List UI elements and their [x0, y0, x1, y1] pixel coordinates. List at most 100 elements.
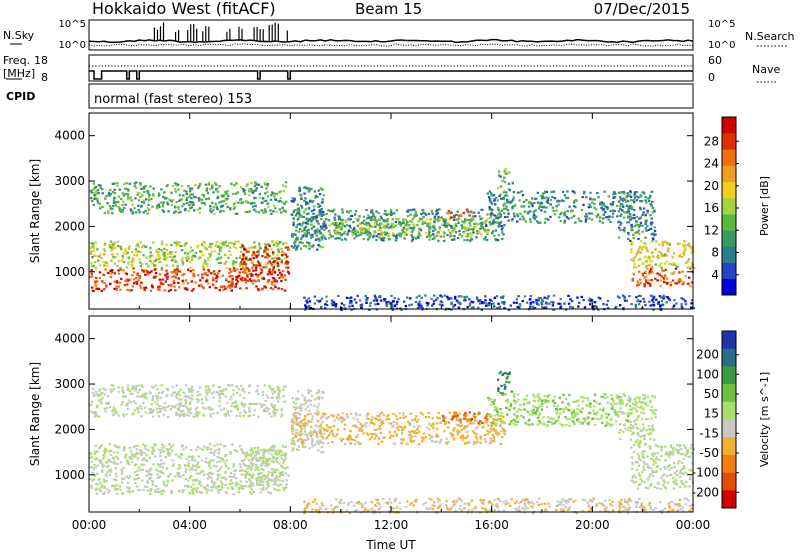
- scatter-cell: [215, 206, 218, 209]
- scatter-cell: [338, 232, 341, 235]
- scatter-cell: [488, 206, 491, 209]
- scatter-cell: [402, 226, 406, 229]
- scatter-cell: [661, 244, 664, 247]
- scatter-cell: [336, 231, 339, 234]
- scatter-cell: [338, 237, 341, 240]
- scatter-cell: [276, 257, 279, 260]
- scatter-cell: [682, 281, 686, 284]
- scatter-cell: [112, 462, 115, 465]
- scatter-cell: [474, 436, 478, 439]
- scatter-cell: [148, 411, 151, 414]
- scatter-cell: [254, 196, 257, 199]
- scatter-cell: [638, 245, 642, 249]
- scatter-cell: [633, 265, 636, 268]
- scatter-cell: [454, 231, 458, 234]
- scatter-cell: [229, 451, 232, 454]
- scatter-cell: [230, 410, 233, 413]
- scatter-cell: [239, 414, 242, 418]
- scatter-cell: [324, 237, 327, 240]
- scatter-cell: [98, 389, 101, 392]
- scatter-cell: [321, 226, 324, 229]
- scatter-cell: [94, 474, 97, 477]
- scatter-cell: [94, 195, 97, 198]
- scatter-cell: [268, 254, 271, 258]
- scatter-cell: [230, 241, 233, 244]
- scatter-cell: [102, 253, 106, 256]
- scatter-cell: [250, 475, 253, 478]
- scatter-cell: [652, 301, 655, 304]
- scatter-cell: [484, 440, 487, 443]
- scatter-cell: [115, 411, 119, 414]
- scatter-cell: [264, 263, 268, 266]
- scatter-cell: [412, 236, 416, 239]
- scatter-cell: [438, 234, 441, 237]
- scatter-cell: [620, 213, 623, 216]
- scatter-cell: [450, 308, 453, 311]
- scatter-cell: [223, 243, 227, 246]
- scatter-cell: [181, 280, 184, 283]
- scatter-cell: [134, 389, 137, 392]
- scatter-cell: [242, 485, 245, 488]
- scatter-cell: [244, 485, 247, 488]
- scatter-cell: [505, 172, 508, 175]
- scatter-cell: [357, 234, 361, 237]
- scatter-cell: [189, 270, 192, 273]
- scatter-cell: [200, 459, 204, 462]
- scatter-cell: [690, 261, 694, 265]
- scatter-cell: [151, 399, 154, 402]
- scatter-cell: [91, 199, 94, 203]
- scatter-cell: [265, 266, 268, 269]
- scatter-cell: [251, 474, 255, 477]
- scatter-cell: [281, 474, 285, 477]
- scatter-cell: [637, 270, 641, 273]
- scatter-cell: [262, 474, 266, 477]
- scatter-cell: [369, 234, 372, 237]
- scatter-cell: [641, 200, 644, 203]
- scatter-cell: [499, 175, 502, 178]
- scatter-cell: [279, 241, 282, 244]
- scatter-cell: [232, 207, 236, 210]
- scatter-cell: [591, 198, 594, 201]
- scatter-cell: [141, 468, 144, 471]
- scatter-cell: [126, 288, 129, 291]
- scatter-cell: [93, 197, 96, 200]
- scatter-cell: [367, 238, 370, 241]
- scatter-cell: [165, 243, 168, 247]
- scatter-cell: [177, 455, 180, 458]
- scatter-cell: [465, 235, 468, 238]
- scatter-cell: [421, 413, 425, 416]
- scatter-cell: [128, 289, 131, 292]
- scatter-cell: [529, 218, 532, 221]
- scatter-cell: [310, 209, 314, 213]
- scatter-cell: [453, 229, 456, 232]
- scatter-cell: [280, 415, 283, 418]
- scatter-cell: [492, 302, 495, 305]
- scatter-cell: [169, 252, 172, 255]
- scatter-cell: [229, 207, 232, 210]
- scatter-cell: [276, 248, 279, 251]
- scatter-cell: [239, 480, 242, 483]
- scatter-cell: [160, 492, 164, 495]
- scatter-cell: [126, 278, 129, 281]
- scatter-cell: [210, 210, 213, 214]
- scatter-cell: [135, 277, 138, 280]
- scatter-cell: [190, 197, 193, 200]
- scatter-cell: [363, 227, 366, 230]
- scatter-cell: [622, 197, 625, 200]
- scatter-cell: [239, 287, 242, 290]
- scatter-cell: [96, 248, 99, 251]
- scatter-cell: [538, 205, 541, 208]
- scatter-cell: [219, 246, 223, 249]
- scatter-cell: [577, 305, 580, 308]
- scatter-cell: [383, 224, 386, 227]
- scatter-cell: [205, 279, 209, 282]
- scatter-cell: [172, 264, 175, 267]
- scatter-cell: [309, 399, 313, 402]
- scatter-cell: [232, 393, 235, 396]
- scatter-cell: [165, 467, 169, 470]
- scatter-cell: [678, 242, 681, 245]
- scatter-cell: [491, 220, 495, 223]
- scatter-cell: [104, 261, 108, 264]
- scatter-cell: [349, 436, 352, 439]
- scatter-cell: [501, 421, 504, 424]
